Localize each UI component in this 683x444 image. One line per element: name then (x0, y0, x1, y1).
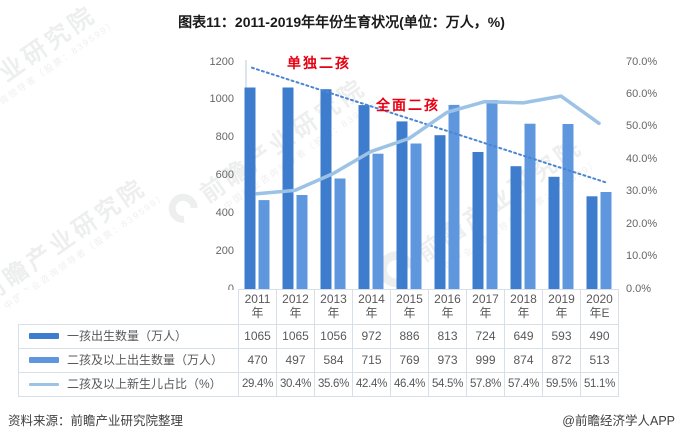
bar-s0-2018年 (510, 166, 522, 289)
bar-s0-2014年 (358, 105, 370, 289)
value-cell: 593 (542, 324, 581, 349)
bar-s1-2012年 (296, 195, 308, 289)
left-axis-tick: 0 (227, 282, 234, 295)
legend-label: 一孩出生数量（万人） (67, 328, 188, 343)
bar-s0-2019年 (548, 176, 560, 289)
right-axis-tick: 0.0% (626, 282, 652, 295)
year-header-cell: 2011 年 (238, 289, 277, 325)
value-cell: 42.4% (352, 372, 391, 397)
left-axis-tick: 1200 (209, 55, 234, 68)
right-axis-tick: 30.0% (626, 185, 658, 198)
value-cell: 999 (466, 348, 505, 373)
left-axis-tick: 600 (215, 169, 234, 181)
legend-swatch (29, 357, 59, 364)
value-cell: 54.5% (428, 372, 467, 397)
value-cell: 813 (428, 324, 467, 349)
bar-s1-2015年 (410, 143, 422, 289)
value-cell: 490 (580, 324, 619, 349)
value-cell: 57.4% (504, 372, 543, 397)
value-cell: 497 (276, 348, 315, 373)
bar-s0-2012年 (282, 87, 294, 289)
right-axis-tick: 20.0% (626, 217, 658, 230)
value-cell: 972 (352, 324, 391, 349)
left-axis-tick: 800 (215, 131, 234, 144)
bar-s0-2015年 (396, 121, 408, 290)
legend-swatch (29, 333, 59, 340)
right-axis-tick: 10.0% (626, 250, 658, 263)
year-header-cell: 2013 年 (314, 289, 353, 325)
value-cell: 470 (238, 348, 277, 373)
value-cell: 59.5% (542, 372, 581, 397)
table-row: 一孩出生数量（万人） 1065 1065 1056 972 886 813 724 649 593… (18, 324, 619, 349)
value-cell: 46.4% (390, 372, 429, 397)
value-cell: 1065 (238, 324, 277, 349)
year-header-cell: 2015 年 (390, 289, 429, 325)
table-corner (18, 289, 239, 325)
bar-s1-2018年 (524, 123, 536, 289)
bar-s0-2017年 (472, 152, 484, 289)
value-cell: 30.4% (276, 372, 315, 397)
bar-s1-2017年 (486, 100, 498, 289)
bar-s0-2013年 (320, 89, 332, 289)
year-header-cell: 2014 年 (352, 289, 391, 325)
value-cell: 51.1% (580, 372, 619, 397)
table-row: 二孩及以上出生数量（万人） 470 497 584 715 769 973 999 874 872… (18, 348, 619, 373)
right-axis-tick: 70.0% (626, 55, 658, 68)
year-header-cell: 2012 年 (276, 289, 315, 325)
value-cell: 886 (390, 324, 429, 349)
chart-plot (244, 60, 612, 290)
bar-s0-2016年 (434, 135, 446, 289)
legend-label: 二孩及以上出生数量（万人） (67, 352, 224, 367)
bar-s1-2011年 (258, 200, 270, 289)
bar-s1-2019年 (562, 124, 574, 289)
value-cell: 584 (314, 348, 353, 373)
year-header-cell: 2017 年 (466, 289, 505, 325)
bar-s1-2020年E (600, 192, 612, 289)
year-header-cell: 2019 年 (542, 289, 581, 325)
row-label-cell: 二孩及以上新生儿占比（%） (18, 372, 239, 397)
right-axis-tick: 40.0% (626, 152, 658, 165)
brand-note: @前瞻经济学人APP (562, 414, 675, 428)
value-cell: 1065 (276, 324, 315, 349)
value-cell: 973 (428, 348, 467, 373)
pct-line (255, 94, 601, 196)
left-axis-tick: 400 (215, 206, 234, 219)
left-axis-ticks: 0 200 400 600 800 1000 1200 (186, 0, 234, 300)
value-cell: 35.6% (314, 372, 353, 397)
value-cell: 57.8% (466, 372, 505, 397)
bar-s1-2014年 (372, 153, 384, 289)
value-cell: 29.4% (238, 372, 277, 397)
bar-s1-2013年 (334, 178, 346, 289)
value-cell: 715 (352, 348, 391, 373)
source-note: 资料来源：前瞻产业研究院整理 (8, 414, 184, 428)
value-cell: 649 (504, 324, 543, 349)
annotation-dandu-erhai: 单独二孩 (287, 55, 351, 71)
bar-s1-2016年 (448, 104, 460, 290)
right-axis-tick: 50.0% (626, 120, 658, 133)
right-axis-ticks: 0.0% 10.0% 20.0% 30.0% 40.0% 50.0% 60.0% 70.0% (626, 0, 680, 300)
legend-swatch (29, 382, 59, 386)
row-label-cell: 二孩及以上出生数量（万人） (18, 348, 239, 373)
value-cell: 769 (390, 348, 429, 373)
left-axis-tick: 1000 (209, 93, 234, 106)
value-cell: 724 (466, 324, 505, 349)
bar-s0-2020年E (586, 196, 598, 289)
table-row: 二孩及以上新生儿占比（%） 29.4% 30.4% 35.6% 42.4% 46.4% 54… (18, 372, 619, 397)
data-table: 2011 年 2012 年 2013 年 2014 年 2015 年 2016 年 2017 年 2018 年… (18, 289, 619, 397)
chart-title: 图表11：2011-2019年年份生育状况(单位：万人，%) (178, 14, 505, 30)
legend-label: 二孩及以上新生儿占比（%） (67, 376, 222, 391)
value-cell: 872 (542, 348, 581, 373)
value-cell: 1056 (314, 324, 353, 349)
year-header-cell: 2020 年E (580, 289, 619, 325)
year-header-cell: 2018 年 (504, 289, 543, 325)
right-axis-tick: 60.0% (626, 87, 658, 100)
row-label-cell: 一孩出生数量（万人） (18, 324, 239, 349)
left-axis-tick: 200 (215, 244, 234, 257)
value-cell: 874 (504, 348, 543, 373)
annotation-quanmian-erhai: 全面二孩 (376, 97, 440, 113)
year-header-cell: 2016 年 (428, 289, 467, 325)
value-cell: 513 (580, 348, 619, 373)
bar-s0-2011年 (244, 87, 256, 289)
